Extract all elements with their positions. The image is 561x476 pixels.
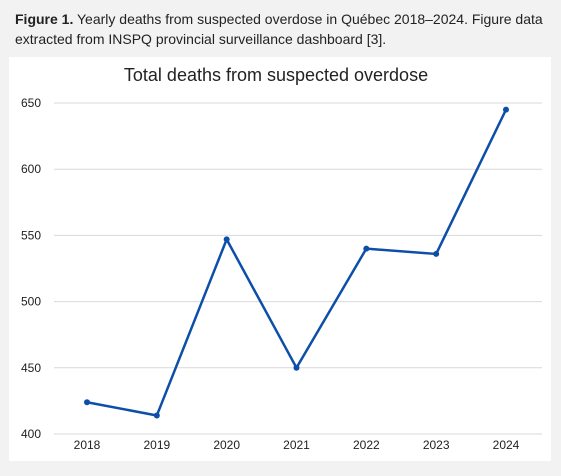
x-tick-label-2021: 2021 [283, 438, 310, 452]
figure-caption: Figure 1. Yearly deaths from suspected o… [15, 9, 545, 49]
y-tick-label-550: 550 [21, 228, 41, 242]
y-tick-label-500: 500 [21, 295, 41, 309]
data-point-2020 [223, 236, 230, 243]
series-layer [84, 106, 509, 419]
data-point-2022 [363, 245, 370, 252]
y-tick-label-400: 400 [21, 427, 41, 441]
x-tick-label-2022: 2022 [353, 438, 380, 452]
figure-label: Figure 1. [15, 11, 74, 27]
y-axis: 400 450 500 550 600 650 [21, 96, 41, 441]
data-point-2021 [293, 364, 300, 371]
x-axis: 2018 2019 2020 2021 2022 2023 2024 [74, 438, 520, 452]
line-chart: Total deaths from suspected overdose 400… [21, 65, 542, 452]
y-tick-label-650: 650 [21, 96, 41, 110]
data-point-2019 [153, 412, 160, 419]
figure-caption-text: Yearly deaths from suspected overdose in… [15, 11, 543, 47]
x-tick-label-2018: 2018 [74, 438, 101, 452]
x-tick-label-2023: 2023 [423, 438, 450, 452]
y-tick-label-600: 600 [21, 162, 41, 176]
gridlines [54, 102, 542, 435]
data-point-2023 [433, 250, 440, 257]
data-point-2018 [84, 399, 90, 406]
y-tick-label-450: 450 [21, 361, 41, 375]
chart-card: Total deaths from suspected overdose 400… [9, 57, 551, 461]
data-point-2024 [503, 106, 509, 113]
x-tick-label-2020: 2020 [213, 438, 240, 452]
x-tick-label-2019: 2019 [143, 438, 170, 452]
chart-title: Total deaths from suspected overdose [124, 65, 428, 85]
x-tick-label-2024: 2024 [493, 438, 520, 452]
